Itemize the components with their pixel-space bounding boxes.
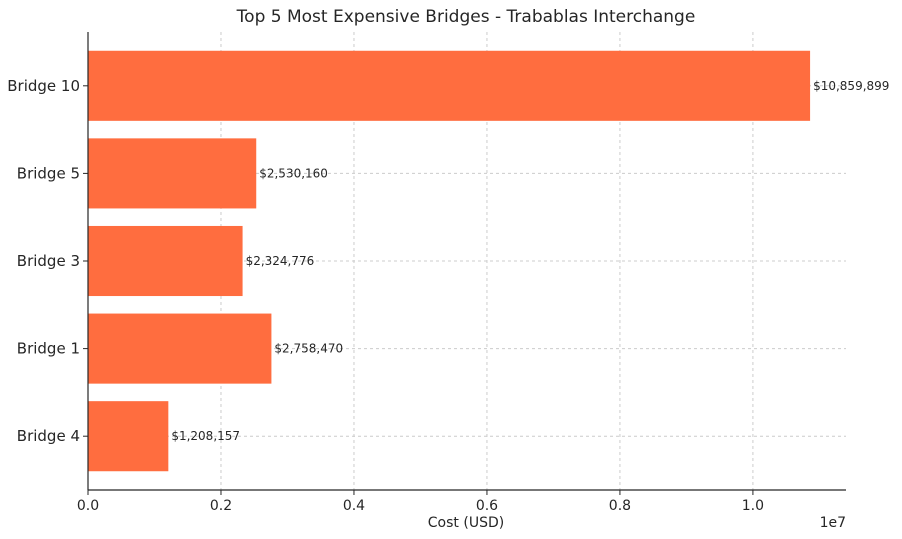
category-label: Bridge 4 xyxy=(17,427,80,445)
bar xyxy=(88,313,272,384)
bar xyxy=(88,225,243,297)
x-tick-label: 0.0 xyxy=(77,498,99,514)
chart-title: Top 5 Most Expensive Bridges - Trabablas… xyxy=(236,7,696,27)
x-axis-label: Cost (USD) xyxy=(428,515,504,531)
bar xyxy=(88,138,257,209)
bar xyxy=(88,50,811,121)
category-labels: Bridge 10 Bridge 5 Bridge 3 Bridge 1 Bridge … xyxy=(7,77,88,445)
category-label: Bridge 5 xyxy=(17,164,80,182)
bar-value-label: $2,324,776 xyxy=(246,254,315,268)
category-label: Bridge 1 xyxy=(17,340,80,358)
x-tick-label: 0.6 xyxy=(476,498,498,514)
bar xyxy=(88,401,169,472)
data-labels: $10,859,899 $2,530,160 $2,324,776 $2,758,47… xyxy=(171,79,889,443)
x-axis-scale-label: 1e7 xyxy=(820,515,846,531)
bar-value-label: $2,530,160 xyxy=(259,166,328,180)
x-axis-ticks: 0.0 0.2 0.4 0.6 0.8 1.0 xyxy=(77,490,764,514)
category-label: Bridge 3 xyxy=(17,252,80,270)
bar-value-label: $2,758,470 xyxy=(274,342,343,356)
bars xyxy=(88,50,811,472)
category-label: Bridge 10 xyxy=(7,77,80,95)
x-tick-label: 0.4 xyxy=(343,498,365,514)
x-tick-label: 1.0 xyxy=(742,498,764,514)
x-tick-label: 0.8 xyxy=(609,498,631,514)
bar-value-label: $1,208,157 xyxy=(171,429,240,443)
x-tick-label: 0.2 xyxy=(210,498,232,514)
bar-value-label: $10,859,899 xyxy=(813,79,889,93)
